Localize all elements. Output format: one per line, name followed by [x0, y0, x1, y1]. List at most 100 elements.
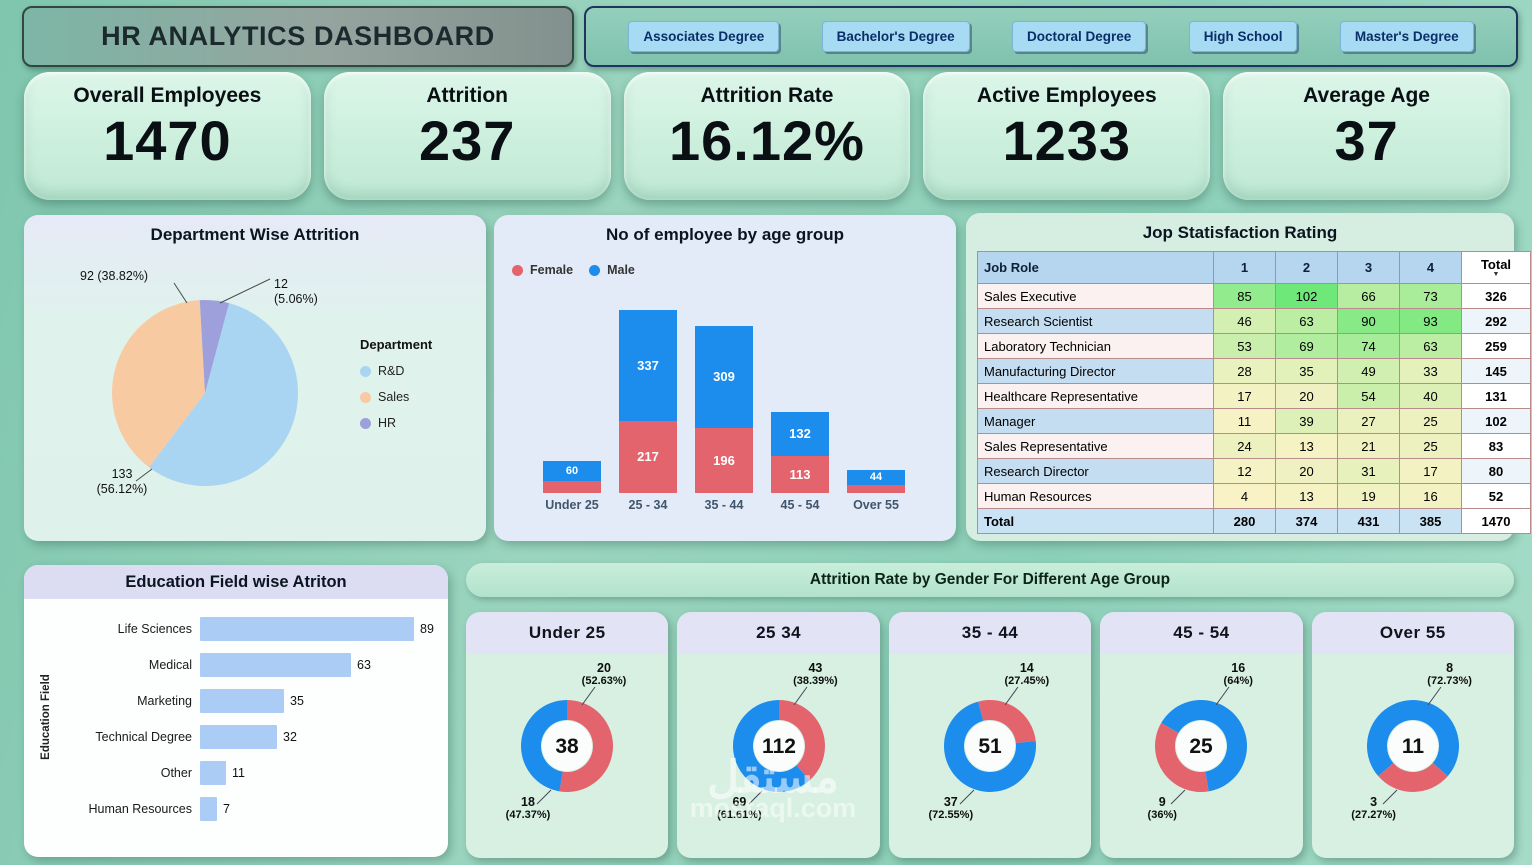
- bar-medical[interactable]: [200, 653, 351, 677]
- callout-pct: (72.55%): [928, 809, 974, 821]
- legend-dot-sales: [360, 391, 371, 403]
- callout-pct: (56.12%): [96, 482, 148, 496]
- rating-count-cell: 85: [1213, 283, 1276, 309]
- table-row[interactable]: Healthcare Representative 17 20 54 40 131: [977, 383, 1531, 409]
- kpi-value: 16.12%: [669, 109, 865, 172]
- job-role-cell: Manufacturing Director: [977, 358, 1214, 384]
- legend-item-male[interactable]: Male: [589, 263, 635, 277]
- bar-male-35-44[interactable]: 309: [695, 326, 753, 428]
- bar-female-over-55[interactable]: [847, 485, 905, 493]
- job-role-cell: Human Resources: [977, 483, 1214, 509]
- kpi-value: 237: [418, 109, 516, 172]
- bar-value-label: 35: [290, 694, 304, 708]
- callout-value: 69: [732, 795, 747, 809]
- edu-bar-row-medical: Medical 63: [24, 647, 440, 683]
- donut-segment-0[interactable]: [978, 700, 1036, 744]
- column-header-2[interactable]: 2: [1275, 251, 1338, 284]
- table-row[interactable]: Sales Executive 85 102 66 73 326: [977, 283, 1531, 309]
- legend-item-female[interactable]: Female: [512, 263, 573, 277]
- bar-life-sciences[interactable]: [200, 617, 414, 641]
- kpi-card-average-age: Average Age 37: [1223, 72, 1510, 200]
- legend-dot-r-d: [360, 365, 371, 377]
- bar-male-45-54[interactable]: 132: [771, 412, 829, 456]
- row-total-cell: 131: [1461, 383, 1531, 409]
- job-role-cell: Sales Representative: [977, 433, 1214, 459]
- column-header-job-role[interactable]: Job Role: [977, 251, 1214, 284]
- donut-segment-1[interactable]: [732, 700, 810, 792]
- column-header-3[interactable]: 3: [1337, 251, 1400, 284]
- column-header-1[interactable]: 1: [1213, 251, 1276, 284]
- filter-button-high-school[interactable]: High School: [1188, 21, 1298, 52]
- bar-male-under-25[interactable]: 60: [543, 461, 601, 481]
- row-total-cell: 145: [1461, 358, 1531, 384]
- donut-segment-0[interactable]: [559, 700, 614, 792]
- filter-button-associates-degree[interactable]: Associates Degree: [628, 21, 780, 52]
- donut-card-title: 45 - 54: [1100, 612, 1303, 654]
- donut-chart-45-54: 25 16 (64%) 9 (36%): [1100, 654, 1303, 858]
- bar-other[interactable]: [200, 761, 226, 785]
- table-row[interactable]: Manufacturing Director 28 35 49 33 145: [977, 358, 1531, 384]
- table-row[interactable]: Manager 11 39 27 25 102: [977, 408, 1531, 434]
- donut-segment-0[interactable]: [778, 700, 825, 781]
- bar-marketing[interactable]: [200, 689, 284, 713]
- pie-slice-r-d[interactable]: [149, 303, 299, 487]
- pie-callout-r-d: 133 (56.12%): [72, 467, 172, 497]
- donut-callout-top: 14 (27.45%): [977, 662, 1077, 688]
- column-header-total[interactable]: Total ▼: [1461, 251, 1531, 284]
- rating-count-cell: 25: [1399, 433, 1462, 459]
- donut-segment-1[interactable]: [944, 701, 1037, 793]
- pie-slice-hr[interactable]: [199, 300, 230, 393]
- edu-bar-row-technical-degree: Technical Degree 32: [24, 719, 440, 755]
- rating-count-cell: 11: [1213, 408, 1276, 434]
- legend-item-r-d[interactable]: R&D: [360, 364, 432, 378]
- bar-technical-degree[interactable]: [200, 725, 277, 749]
- table-row[interactable]: Human Resources 4 13 19 16 52: [977, 483, 1531, 509]
- kpi-label: Attrition Rate: [700, 84, 834, 107]
- donut-segment-0[interactable]: [1366, 700, 1459, 777]
- donut-hole: [1387, 721, 1438, 771]
- bar-female-45-54[interactable]: 113: [771, 456, 829, 493]
- kpi-label: Attrition: [426, 84, 509, 107]
- legend-item-sales[interactable]: Sales: [360, 390, 432, 404]
- filter-button-master-s-degree[interactable]: Master's Degree: [1339, 21, 1474, 52]
- bar-male-25-34[interactable]: 337: [619, 310, 677, 421]
- table-row[interactable]: Sales Representative 24 13 21 25 83: [977, 433, 1531, 459]
- table-row[interactable]: Research Scientist 46 63 90 93 292: [977, 308, 1531, 334]
- donut-segment-1[interactable]: [521, 700, 568, 792]
- donut-segment-0[interactable]: [1161, 700, 1248, 792]
- pie-slice-sales[interactable]: [112, 300, 205, 468]
- column-header-4[interactable]: 4: [1399, 251, 1462, 284]
- category-label: Human Resources: [88, 802, 192, 816]
- filter-button-doctoral-degree[interactable]: Doctoral Degree: [1012, 21, 1147, 52]
- rating-count-cell: 102: [1275, 283, 1338, 309]
- job-role-cell: Healthcare Representative: [977, 383, 1214, 409]
- row-total-cell: 52: [1461, 483, 1531, 509]
- donut-card-title: 35 - 44: [888, 612, 1092, 654]
- rating-count-cell: 17: [1399, 458, 1462, 484]
- column-total-cell: 374: [1275, 508, 1338, 534]
- legend-dot-hr: [360, 417, 371, 429]
- job-role-cell: Research Scientist: [977, 308, 1214, 334]
- legend-label: Male: [607, 263, 635, 277]
- donut-segment-1[interactable]: [1378, 763, 1448, 793]
- legend-item-hr[interactable]: HR: [360, 416, 432, 430]
- filter-button-bachelor-s-degree[interactable]: Bachelor's Degree: [821, 21, 970, 52]
- callout-value: 37: [943, 795, 958, 809]
- kpi-label: Active Employees: [976, 84, 1157, 107]
- bar-female-under-25[interactable]: [543, 481, 601, 493]
- table-row[interactable]: Laboratory Technician 53 69 74 63 259: [977, 333, 1531, 359]
- donut-segment-1[interactable]: [1155, 723, 1210, 793]
- callout-value: 133: [111, 467, 133, 481]
- rating-count-cell: 20: [1275, 458, 1338, 484]
- x-axis-label-35-44: 35 - 44: [704, 498, 744, 512]
- callout-pct: (64%): [1223, 675, 1253, 687]
- donut-callout-bottom: 3 (27.27%): [1324, 796, 1424, 822]
- rating-count-cell: 12: [1213, 458, 1276, 484]
- table-row[interactable]: Research Director 12 20 31 17 80: [977, 458, 1531, 484]
- bar-female-25-34[interactable]: 217: [619, 421, 677, 493]
- bar-male-over-55[interactable]: 44: [847, 470, 905, 485]
- bar-human-resources[interactable]: [200, 797, 217, 821]
- donut-card-25-34: 25 34 112 43 (38.39%) 69 (61.61%): [677, 612, 880, 858]
- callout-value: 12: [274, 277, 288, 291]
- bar-female-35-44[interactable]: 196: [695, 428, 753, 493]
